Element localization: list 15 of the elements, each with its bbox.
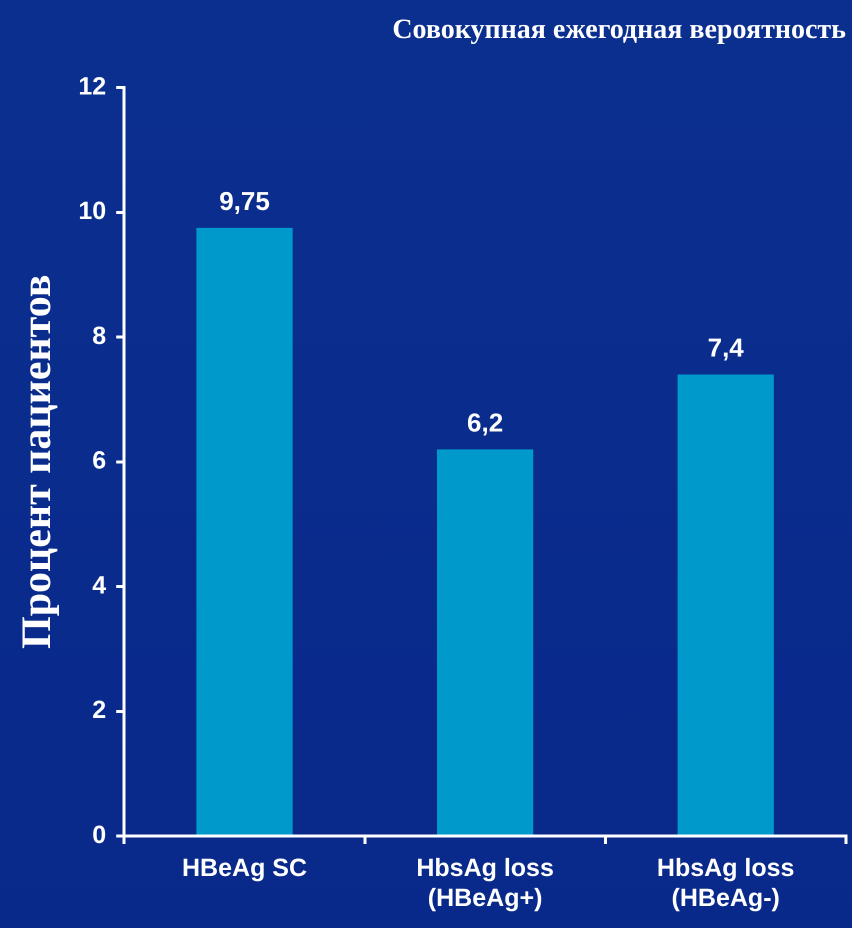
data-label: 6,2 bbox=[467, 408, 504, 438]
y-axis-title: Процент пациентов bbox=[14, 274, 60, 649]
y-tick-label: 12 bbox=[78, 72, 106, 100]
y-tick-label: 8 bbox=[92, 322, 106, 350]
y-tick-label: 10 bbox=[78, 197, 106, 226]
y-tick-label: 4 bbox=[92, 571, 106, 600]
chart-title: Совокупная ежегодная вероятность bbox=[392, 14, 846, 46]
data-label: 7,4 bbox=[708, 332, 744, 363]
x-tick-label: HbsAg loss (HBeAg-) bbox=[656, 854, 794, 912]
y-tick-label: 6 bbox=[92, 446, 106, 475]
data-label: 9,75 bbox=[219, 186, 270, 216]
x-tick-label: HBeAg SC bbox=[182, 854, 308, 882]
y-tick-label: 0 bbox=[92, 820, 106, 849]
x-tick-label: HbsAg loss (HBeAg+) bbox=[416, 854, 554, 912]
y-tick-label: 2 bbox=[92, 696, 106, 724]
